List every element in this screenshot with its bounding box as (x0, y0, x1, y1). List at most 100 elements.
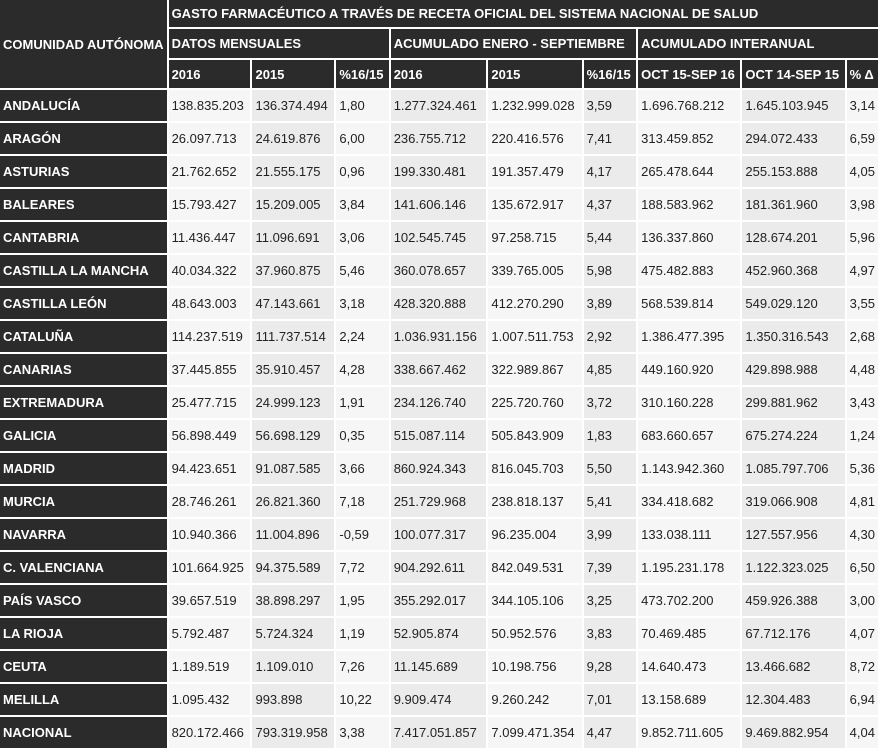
value-cell: 816.045.703 (488, 453, 582, 484)
data-row: CANARIAS 37.445.855 35.910.457 4,28 338.667.… (0, 354, 878, 385)
value-cell: 7.099.471.354 (488, 717, 582, 748)
value-cell: 1.386.477.395 (638, 321, 741, 352)
value-cell: 429.898.988 (742, 354, 845, 385)
region-name: CANTABRIA (0, 222, 167, 253)
value-cell: 4,07 (846, 618, 878, 649)
column-header: %16/15 (336, 60, 389, 88)
value-cell: 1.277.324.461 (390, 90, 487, 121)
value-cell: 6,59 (846, 123, 878, 154)
value-cell: 14.640.473 (638, 651, 741, 682)
column-row: 2016 2015 %16/15 2016 2015 %16/15 OCT 15-SEP 1… (0, 60, 878, 88)
value-cell: 7,72 (336, 552, 389, 583)
value-cell: 138.835.203 (168, 90, 251, 121)
value-cell: 6,00 (336, 123, 389, 154)
data-row: LA RIOJA 5.792.487 5.724.324 1,19 52.905.874… (0, 618, 878, 649)
title-row: COMUNIDAD AUTÓNOMA GASTO FARMACÉUTICO A T… (0, 0, 878, 88)
region-name: ARAGÓN (0, 123, 167, 154)
value-cell: 1.232.999.028 (488, 90, 582, 121)
value-cell: 4,17 (583, 156, 637, 187)
value-cell: 28.746.261 (168, 486, 251, 517)
value-cell: 56.898.449 (168, 420, 251, 451)
value-cell: 3,66 (336, 453, 389, 484)
value-cell: 1.122.323.025 (742, 552, 845, 583)
data-row: GALICIA 56.898.449 56.698.129 0,35 515.087.1… (0, 420, 878, 451)
value-cell: 25.477.715 (168, 387, 251, 418)
group-row: DATOS MENSUALES ACUMULADO ENERO - SEPTIEM… (0, 29, 878, 58)
value-cell: 294.072.433 (742, 123, 845, 154)
value-cell: 515.087.114 (390, 420, 487, 451)
value-cell: 1,24 (846, 420, 878, 451)
value-cell: 1,95 (336, 585, 389, 616)
value-cell: 5,46 (336, 255, 389, 286)
value-cell: 319.066.908 (742, 486, 845, 517)
value-cell: 7,18 (336, 486, 389, 517)
data-row: MELILLA 1.095.432 993.898 10,22 9.909.474 9.2… (0, 684, 878, 715)
data-row: ANDALUCÍA 138.835.203 136.374.494 1,80 1.277… (0, 90, 878, 121)
value-cell: 322.989.867 (488, 354, 582, 385)
value-cell: 234.126.740 (390, 387, 487, 418)
value-cell: 5,36 (846, 453, 878, 484)
value-cell: 683.660.657 (638, 420, 741, 451)
value-cell: 4,47 (583, 717, 637, 748)
value-cell: 114.237.519 (168, 321, 251, 352)
column-header: OCT 15-SEP 16 (638, 60, 741, 88)
value-cell: 100.077.317 (390, 519, 487, 550)
value-cell: 3,18 (336, 288, 389, 319)
data-row: PAÍS VASCO 39.657.519 38.898.297 1,95 355.29… (0, 585, 878, 616)
value-cell: 48.643.003 (168, 288, 251, 319)
value-cell: 993.898 (252, 684, 335, 715)
value-cell: 127.557.956 (742, 519, 845, 550)
column-header: OCT 14-SEP 15 (742, 60, 845, 88)
data-row: BALEARES 15.793.427 15.209.005 3,84 141.606.… (0, 189, 878, 220)
value-cell: 1,19 (336, 618, 389, 649)
value-cell: 2,24 (336, 321, 389, 352)
value-cell: 310.160.228 (638, 387, 741, 418)
value-cell: 56.698.129 (252, 420, 335, 451)
group-header: ACUMULADO INTERANUAL (638, 29, 878, 58)
value-cell: 10.940.366 (168, 519, 251, 550)
value-cell: 128.674.201 (742, 222, 845, 253)
value-cell: 1.007.511.753 (488, 321, 582, 352)
value-cell: 4,04 (846, 717, 878, 748)
value-cell: 3,43 (846, 387, 878, 418)
value-cell: 360.078.657 (390, 255, 487, 286)
column-header: %16/15 (583, 60, 637, 88)
value-cell: 1,91 (336, 387, 389, 418)
value-cell: 338.667.462 (390, 354, 487, 385)
data-row: CATALUÑA 114.237.519 111.737.514 2,24 1.036.… (0, 321, 878, 352)
value-cell: 236.755.712 (390, 123, 487, 154)
region-name: LA RIOJA (0, 618, 167, 649)
region-name: CATALUÑA (0, 321, 167, 352)
value-cell: 4,97 (846, 255, 878, 286)
value-cell: 225.720.760 (488, 387, 582, 418)
value-cell: 238.818.137 (488, 486, 582, 517)
value-cell: 11.436.447 (168, 222, 251, 253)
value-cell: 5,98 (583, 255, 637, 286)
value-cell: 91.087.585 (252, 453, 335, 484)
value-cell: 860.924.343 (390, 453, 487, 484)
value-cell: 26.821.360 (252, 486, 335, 517)
value-cell: 475.482.883 (638, 255, 741, 286)
value-cell: 3,84 (336, 189, 389, 220)
value-cell: 13.158.689 (638, 684, 741, 715)
value-cell: 473.702.200 (638, 585, 741, 616)
value-cell: 9.469.882.954 (742, 717, 845, 748)
value-cell: 133.038.111 (638, 519, 741, 550)
value-cell: 191.357.479 (488, 156, 582, 187)
value-cell: 7,26 (336, 651, 389, 682)
value-cell: 1.085.797.706 (742, 453, 845, 484)
data-row: CEUTA 1.189.519 1.109.010 7,26 11.145.689 10.… (0, 651, 878, 682)
value-cell: 13.466.682 (742, 651, 845, 682)
value-cell: 3,00 (846, 585, 878, 616)
region-name: EXTREMADURA (0, 387, 167, 418)
region-name: ANDALUCÍA (0, 90, 167, 121)
value-cell: 4,81 (846, 486, 878, 517)
value-cell: 50.952.576 (488, 618, 582, 649)
data-row: EXTREMADURA 25.477.715 24.999.123 1,91 234.1… (0, 387, 878, 418)
value-cell: 3,25 (583, 585, 637, 616)
value-cell: 3,89 (583, 288, 637, 319)
value-cell: 37.960.875 (252, 255, 335, 286)
value-cell: 1.189.519 (168, 651, 251, 682)
value-cell: 5,96 (846, 222, 878, 253)
value-cell: 9,28 (583, 651, 637, 682)
